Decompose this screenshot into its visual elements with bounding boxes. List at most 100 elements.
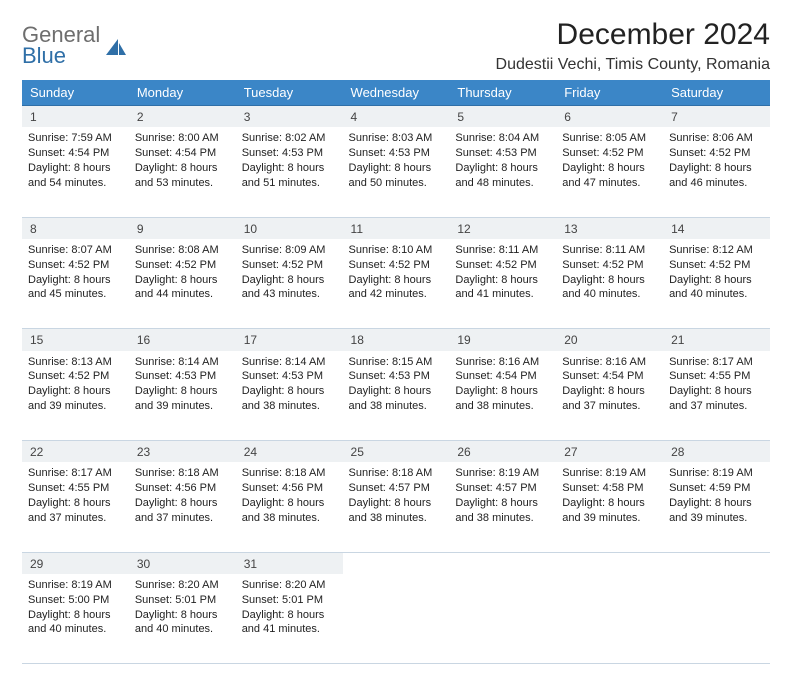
sunset-text: Sunset: 4:55 PM <box>669 369 764 384</box>
sunrise-text: Sunrise: 8:17 AM <box>669 355 764 370</box>
daylight2-text: and 47 minutes. <box>562 176 657 191</box>
day-cell: Sunrise: 8:02 AMSunset: 4:53 PMDaylight:… <box>236 127 343 217</box>
day-number-cell: 28 <box>663 441 770 463</box>
daylight2-text: and 38 minutes. <box>349 399 444 414</box>
sunset-text: Sunset: 4:53 PM <box>135 369 230 384</box>
day-number-cell: 19 <box>449 329 556 351</box>
calendar-page: General Blue December 2024 Dudestii Vech… <box>0 0 792 674</box>
sunrise-text: Sunrise: 8:11 AM <box>455 243 550 258</box>
daylight2-text: and 38 minutes. <box>455 399 550 414</box>
daylight2-text: and 53 minutes. <box>135 176 230 191</box>
weekday-header: Saturday <box>663 80 770 106</box>
sunset-text: Sunset: 5:00 PM <box>28 593 123 608</box>
sunrise-text: Sunrise: 8:18 AM <box>135 466 230 481</box>
sunset-text: Sunset: 4:52 PM <box>349 258 444 273</box>
sunrise-text: Sunrise: 8:10 AM <box>349 243 444 258</box>
daylight2-text: and 42 minutes. <box>349 287 444 302</box>
day-number-cell: 6 <box>556 106 663 128</box>
daylight1-text: Daylight: 8 hours <box>28 161 123 176</box>
header: General Blue December 2024 Dudestii Vech… <box>22 18 770 74</box>
daylight1-text: Daylight: 8 hours <box>455 496 550 511</box>
day-cell: Sunrise: 8:19 AMSunset: 4:57 PMDaylight:… <box>449 462 556 552</box>
daynum-row: 1234567 <box>22 106 770 128</box>
daylight2-text: and 40 minutes. <box>135 622 230 637</box>
sunrise-text: Sunrise: 8:00 AM <box>135 131 230 146</box>
daylight2-text: and 38 minutes. <box>349 511 444 526</box>
logo-sail-icon <box>104 37 128 57</box>
sunrise-text: Sunrise: 8:16 AM <box>455 355 550 370</box>
day-number-cell: 17 <box>236 329 343 351</box>
day-cell: Sunrise: 8:19 AMSunset: 5:00 PMDaylight:… <box>22 574 129 664</box>
sunrise-text: Sunrise: 8:15 AM <box>349 355 444 370</box>
sunrise-text: Sunrise: 8:19 AM <box>562 466 657 481</box>
daynum-row: 293031 <box>22 552 770 574</box>
sunset-text: Sunset: 4:53 PM <box>349 146 444 161</box>
day-cell <box>449 574 556 664</box>
daylight1-text: Daylight: 8 hours <box>242 273 337 288</box>
sunrise-text: Sunrise: 8:20 AM <box>135 578 230 593</box>
daynum-row: 15161718192021 <box>22 329 770 351</box>
daynum-row: 891011121314 <box>22 217 770 239</box>
sunset-text: Sunset: 4:52 PM <box>669 258 764 273</box>
day-cell: Sunrise: 8:14 AMSunset: 4:53 PMDaylight:… <box>129 351 236 441</box>
sunset-text: Sunset: 4:53 PM <box>242 369 337 384</box>
daylight1-text: Daylight: 8 hours <box>135 496 230 511</box>
logo-word-blue: Blue <box>22 45 100 67</box>
sunrise-text: Sunrise: 8:08 AM <box>135 243 230 258</box>
sunrise-text: Sunrise: 8:12 AM <box>669 243 764 258</box>
daylight2-text: and 40 minutes. <box>562 287 657 302</box>
daylight2-text: and 44 minutes. <box>135 287 230 302</box>
day-cell: Sunrise: 7:59 AMSunset: 4:54 PMDaylight:… <box>22 127 129 217</box>
daylight1-text: Daylight: 8 hours <box>669 384 764 399</box>
sunrise-text: Sunrise: 7:59 AM <box>28 131 123 146</box>
daylight1-text: Daylight: 8 hours <box>349 161 444 176</box>
day-cell: Sunrise: 8:11 AMSunset: 4:52 PMDaylight:… <box>556 239 663 329</box>
sunset-text: Sunset: 4:52 PM <box>562 146 657 161</box>
sunrise-text: Sunrise: 8:05 AM <box>562 131 657 146</box>
day-cell: Sunrise: 8:18 AMSunset: 4:57 PMDaylight:… <box>343 462 450 552</box>
day-cell: Sunrise: 8:10 AMSunset: 4:52 PMDaylight:… <box>343 239 450 329</box>
calendar-table: Sunday Monday Tuesday Wednesday Thursday… <box>22 80 770 664</box>
daylight1-text: Daylight: 8 hours <box>349 273 444 288</box>
daylight2-text: and 54 minutes. <box>28 176 123 191</box>
daylight1-text: Daylight: 8 hours <box>242 161 337 176</box>
daylight2-text: and 40 minutes. <box>28 622 123 637</box>
day-cell: Sunrise: 8:09 AMSunset: 4:52 PMDaylight:… <box>236 239 343 329</box>
weekday-header: Sunday <box>22 80 129 106</box>
day-cell: Sunrise: 8:05 AMSunset: 4:52 PMDaylight:… <box>556 127 663 217</box>
daylight2-text: and 39 minutes. <box>135 399 230 414</box>
day-cell: Sunrise: 8:07 AMSunset: 4:52 PMDaylight:… <box>22 239 129 329</box>
sunrise-text: Sunrise: 8:19 AM <box>669 466 764 481</box>
day-number-cell: 27 <box>556 441 663 463</box>
day-number-cell: 16 <box>129 329 236 351</box>
daylight2-text: and 48 minutes. <box>455 176 550 191</box>
day-cell <box>663 574 770 664</box>
week-row: Sunrise: 8:17 AMSunset: 4:55 PMDaylight:… <box>22 462 770 552</box>
sunrise-text: Sunrise: 8:17 AM <box>28 466 123 481</box>
logo-text-block: General Blue <box>22 24 100 67</box>
sunset-text: Sunset: 4:58 PM <box>562 481 657 496</box>
daylight2-text: and 39 minutes. <box>28 399 123 414</box>
daylight1-text: Daylight: 8 hours <box>349 384 444 399</box>
sunset-text: Sunset: 4:56 PM <box>242 481 337 496</box>
daylight1-text: Daylight: 8 hours <box>455 273 550 288</box>
day-cell: Sunrise: 8:19 AMSunset: 4:58 PMDaylight:… <box>556 462 663 552</box>
sunrise-text: Sunrise: 8:13 AM <box>28 355 123 370</box>
daylight1-text: Daylight: 8 hours <box>135 608 230 623</box>
day-number-cell: 21 <box>663 329 770 351</box>
weekday-header: Monday <box>129 80 236 106</box>
daylight2-text: and 50 minutes. <box>349 176 444 191</box>
weekday-header: Thursday <box>449 80 556 106</box>
sunset-text: Sunset: 4:57 PM <box>349 481 444 496</box>
sunrise-text: Sunrise: 8:03 AM <box>349 131 444 146</box>
sunrise-text: Sunrise: 8:14 AM <box>242 355 337 370</box>
day-number-cell: 13 <box>556 217 663 239</box>
sunset-text: Sunset: 5:01 PM <box>135 593 230 608</box>
day-number-cell: 12 <box>449 217 556 239</box>
day-cell: Sunrise: 8:00 AMSunset: 4:54 PMDaylight:… <box>129 127 236 217</box>
week-row: Sunrise: 8:19 AMSunset: 5:00 PM Daylight:… <box>22 574 770 664</box>
sunrise-text: Sunrise: 8:19 AM <box>28 578 123 593</box>
day-number-cell: 4 <box>343 106 450 128</box>
daylight1-text: Daylight: 8 hours <box>135 273 230 288</box>
sunset-text: Sunset: 4:52 PM <box>28 258 123 273</box>
